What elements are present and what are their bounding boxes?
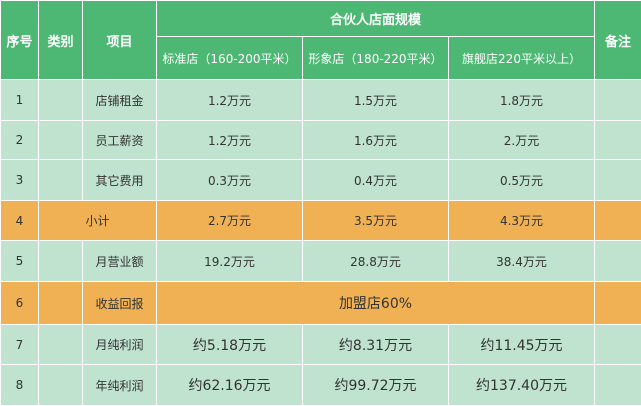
row-standard-value: 约5.18万元 [157,325,303,365]
row-item: 月纯利润 [83,325,157,365]
row-note [595,282,641,325]
row-flagship-value: 2.万元 [449,121,595,160]
row-item: 店铺租金 [83,80,157,121]
table-row: 5 月营业额 19.2万元 28.8万元 38.4万元 [1,241,641,282]
row-category [39,365,83,406]
table-row: 2 员工薪资 1.2万元 1.6万元 2.万元 [1,121,641,160]
row-note [595,241,641,282]
row-category [39,80,83,121]
row-seq: 4 [1,201,39,241]
table-row: 7 月纯利润 约5.18万元 约8.31万元 约11.45万元 [1,325,641,365]
row-image-value: 3.5万元 [303,201,449,241]
row-item: 年纯利润 [83,365,157,406]
row-image-value: 1.6万元 [303,121,449,160]
row-category [39,241,83,282]
row-image-value: 28.8万元 [303,241,449,282]
row-seq: 6 [1,282,39,325]
row-seq: 5 [1,241,39,282]
row-note [595,80,641,121]
row-flagship-value: 约11.45万元 [449,325,595,365]
row-standard-value: 19.2万元 [157,241,303,282]
row-standard-value: 0.3万元 [157,160,303,201]
row-note [595,201,641,241]
row-flagship-value: 1.8万元 [449,80,595,121]
row-image-value: 约99.72万元 [303,365,449,406]
row-image-value: 1.5万元 [303,80,449,121]
row-seq: 3 [1,160,39,201]
row-note [595,325,641,365]
header-item: 项目 [83,1,157,80]
table-row: 3 其它费用 0.3万元 0.4万元 0.5万元 [1,160,641,201]
row-item: 其它费用 [83,160,157,201]
row-seq: 8 [1,365,39,406]
row-standard-value: 2.7万元 [157,201,303,241]
table-row-subtotal: 4 小计 2.7万元 3.5万元 4.3万元 [1,201,641,241]
row-item: 收益回报 [83,282,157,325]
header-flagship-store: 旗舰店220平米以上） [449,37,595,80]
row-flagship-value: 38.4万元 [449,241,595,282]
header-image-store: 形象店（180-220平米） [303,37,449,80]
row-item: 月营业额 [83,241,157,282]
row-seq: 1 [1,80,39,121]
row-category [39,282,83,325]
row-flagship-value: 约137.40万元 [449,365,595,406]
row-category [39,160,83,201]
table-row: 8 年纯利润 约62.16万元 约99.72万元 约137.40万元 [1,365,641,406]
row-flagship-value: 4.3万元 [449,201,595,241]
row-seq: 7 [1,325,39,365]
header-standard-store: 标准店（160-200平米） [157,37,303,80]
row-image-value: 0.4万元 [303,160,449,201]
row-item: 小计 [39,201,157,241]
row-note [595,160,641,201]
row-standard-value: 1.2万元 [157,121,303,160]
row-item: 员工薪资 [83,121,157,160]
header-note: 备注 [595,1,641,80]
row-merged-value: 加盟店60% [157,282,595,325]
header-category: 类别 [39,1,83,80]
row-flagship-value: 0.5万元 [449,160,595,201]
table-row-return: 6 收益回报 加盟店60% [1,282,641,325]
row-standard-value: 约62.16万元 [157,365,303,406]
row-note [595,365,641,406]
row-standard-value: 1.2万元 [157,80,303,121]
row-category [39,325,83,365]
row-category [39,121,83,160]
row-seq: 2 [1,121,39,160]
table-row: 1 店铺租金 1.2万元 1.5万元 1.8万元 [1,80,641,121]
header-seq: 序号 [1,1,39,80]
row-note [595,121,641,160]
row-image-value: 约8.31万元 [303,325,449,365]
header-store-scale: 合伙人店面规模 [157,1,595,37]
